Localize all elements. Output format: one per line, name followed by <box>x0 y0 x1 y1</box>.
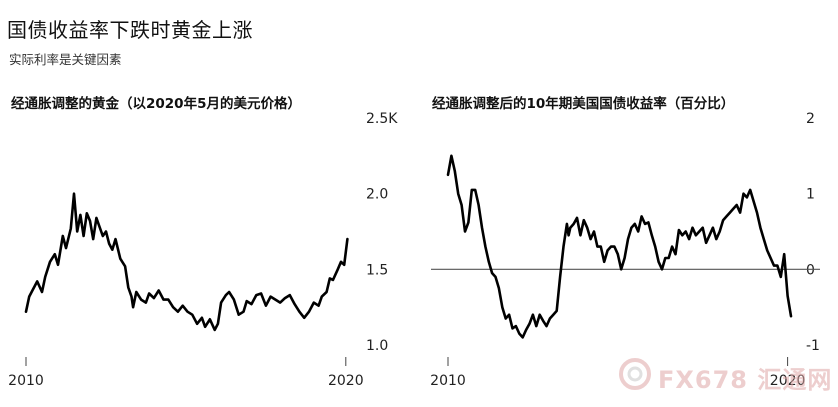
yield-y-tick-label: 2 <box>806 111 815 127</box>
gold-chart-title: 经通胀调整的黄金（以2020年5月的美元价格） <box>11 96 301 112</box>
gold-y-tick-label: 1.0 <box>366 338 388 354</box>
page-subtitle: 实际利率是关键因素 <box>9 52 122 67</box>
gold-x-tick-label: 2020 <box>328 373 364 389</box>
yield-y-tick-label: 0 <box>806 262 815 278</box>
yield-x-tick-label: 2010 <box>430 373 466 389</box>
gold-y-tick-label: 1.5 <box>366 262 388 278</box>
yield-chart-title: 经通胀调整后的10年期美国国债收益率（百分比） <box>432 96 735 112</box>
yield-series-line <box>446 154 793 339</box>
gold-x-tick-label: 2010 <box>8 373 44 389</box>
gold-y-tick-label: 2.5K <box>366 111 398 127</box>
yield-y-tick-label: 1 <box>806 187 815 203</box>
gold-y-tick-label: 2.0 <box>366 187 388 203</box>
yield-x-tick-label: 2020 <box>770 373 806 389</box>
yield-y-tick-label: -1 <box>806 338 820 354</box>
gold-series-line <box>24 192 349 332</box>
page-title: 国债收益率下跌时黄金上涨 <box>7 18 253 42</box>
